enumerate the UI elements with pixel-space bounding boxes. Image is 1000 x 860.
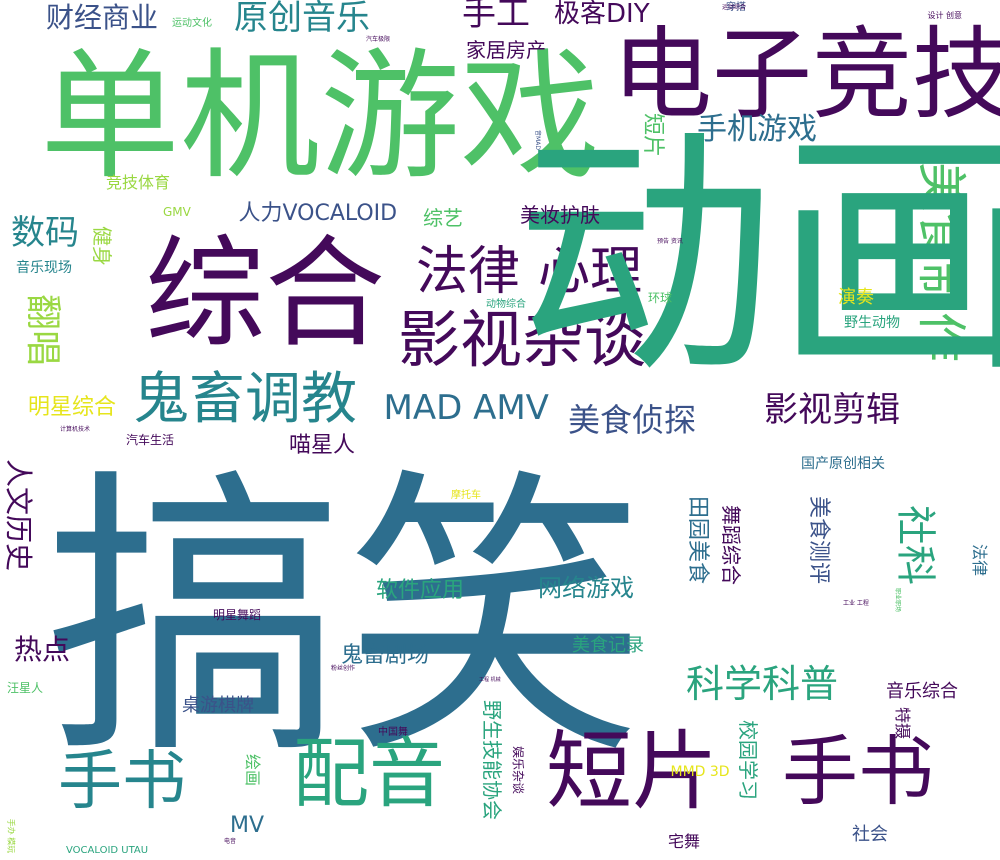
word-喵星人-33: 喵星人 [289, 433, 356, 458]
word-运动文化-71: 运动文化 [172, 18, 212, 29]
word-娱乐杂谈-60: 娱乐杂谈 [511, 745, 526, 795]
word-搞笑-0: 搞笑 [45, 445, 645, 794]
word-鬼畜剧场-37: 鬼畜剧场 [341, 643, 430, 668]
word-明星舞蹈-58: 明星舞蹈 [213, 608, 262, 622]
word-手机游戏-17: 手机游戏 [697, 112, 817, 147]
word-mad-amv-20: MAD AMV [383, 388, 549, 428]
word-田园美食-62: 田园美食 [685, 495, 711, 585]
word-短片-9: 短片 [546, 722, 718, 822]
word-舞蹈综合-63: 舞蹈综合 [719, 505, 743, 585]
word-手书-11: 手书 [782, 727, 934, 816]
word-极客diy-15: 极客DIY [554, 0, 650, 29]
word-手办-模玩-81: 手办 模玩 [5, 818, 15, 854]
word-心理-7: 心理 [538, 242, 643, 302]
word-工程-机械-75: 工程 机械 [479, 676, 501, 683]
word-综合-3: 综合 [145, 225, 385, 364]
word-mmd-3d-43: MMD 3D [670, 764, 730, 780]
word-人文历史-32: 人文历史 [2, 458, 36, 572]
word-综艺-27: 综艺 [423, 206, 463, 230]
word-原创音乐-12: 原创音乐 [234, 0, 370, 38]
word-网络游戏-35: 网络游戏 [538, 574, 634, 602]
word-环球-51: 环球 [648, 291, 673, 305]
word-竞技体育-53: 竞技体育 [106, 173, 171, 192]
word-穿搭-68: 穿搭 [726, 2, 746, 13]
word-数码-25: 数码 [11, 213, 79, 253]
word-国产原创相关-67: 国产原创相关 [801, 456, 885, 472]
word-中国舞-59: 中国舞 [378, 727, 408, 738]
word-明星综合-31: 明星综合 [28, 395, 117, 420]
word-野生动物-49: 野生动物 [844, 315, 900, 331]
word-鬼畜调教-5: 鬼畜调教 [133, 367, 357, 432]
word-手书-8: 手书 [58, 745, 186, 819]
word-运动综合-69: 运动综合 [722, 4, 747, 11]
word-人力vocaloid-26: 人力VOCALOID [238, 201, 398, 226]
word-短片-55: 短片 [640, 112, 666, 158]
word-美妆护肤-28: 美妆护肤 [520, 203, 600, 227]
word-宅舞-45: 宅舞 [668, 832, 701, 851]
word-音mad-79: 音MAD [533, 130, 541, 150]
word-配音-10: 配音 [293, 729, 445, 818]
word-软件应用-34: 软件应用 [376, 578, 465, 603]
word-翻唱-24: 翻唱 [22, 293, 64, 367]
word-vocaloid-utau-61: VOCALOID UTAU [66, 845, 149, 856]
word-粉丝创作-78: 粉丝创作 [331, 665, 356, 672]
word-美食记录-38: 美食记录 [572, 635, 644, 656]
word-动画-19: 动画 [515, 107, 1000, 409]
word-影视杂谈-4: 影视杂谈 [398, 303, 647, 376]
word-健身-30: 健身 [90, 226, 114, 266]
word-gmv-54: GMV [163, 205, 191, 219]
word-摩托车-77: 摩托车 [451, 490, 481, 501]
word-法律-66: 法律 [970, 543, 990, 577]
word-电子竞技-2: 电子竞技 [612, 16, 1000, 133]
word-汽车生活-56: 汽车生活 [126, 433, 175, 447]
word-校园学习-47: 校园学习 [736, 720, 760, 800]
word-预告-资讯-74: 预告 资讯 [657, 238, 683, 245]
word-绘画-42: 绘画 [243, 753, 263, 787]
word-汽车极限-70: 汽车极限 [366, 36, 391, 43]
word-社会-46: 社会 [852, 824, 888, 845]
word-工业-工程-76: 工业 工程 [843, 600, 869, 607]
word-音乐现场-29: 音乐现场 [16, 260, 72, 276]
word-法律-6: 法律 [416, 242, 521, 302]
word-mv-44: MV [230, 813, 265, 838]
word-家居房产-16: 家居房产 [466, 38, 546, 62]
word-设计-创意-80: 设计 创意 [927, 11, 963, 20]
word-桌游棋牌-39: 桌游棋牌 [182, 695, 254, 716]
word-美食侦探-21: 美食侦探 [568, 401, 697, 439]
word-科学科普-23: 科学科普 [686, 662, 839, 706]
word-动物综合-52: 动物综合 [486, 299, 526, 310]
word-特摄-41: 特摄 [893, 706, 913, 740]
word-社科-65: 社科 [892, 505, 938, 585]
word-演奏-50: 演奏 [838, 287, 874, 308]
word-手工-14: 手工 [462, 0, 530, 34]
word-音乐综合-40: 音乐综合 [886, 681, 958, 702]
word-单机游戏-1: 单机游戏 [40, 36, 601, 199]
word-影视剪辑-22: 影视剪辑 [764, 390, 900, 430]
word-美食测评-64: 美食测评 [806, 495, 832, 585]
word-职业职场-72: 职业职场 [894, 587, 902, 613]
word-野生技能协会-48: 野生技能协会 [480, 700, 504, 820]
word-电音-82: 电音 [224, 838, 237, 845]
word-财经商业-13: 财经商业 [46, 1, 159, 34]
word-计算机技术-73: 计算机技术 [60, 426, 91, 433]
word-热点-36: 热点 [14, 633, 71, 666]
word-汪星人-57: 汪星人 [7, 681, 44, 695]
